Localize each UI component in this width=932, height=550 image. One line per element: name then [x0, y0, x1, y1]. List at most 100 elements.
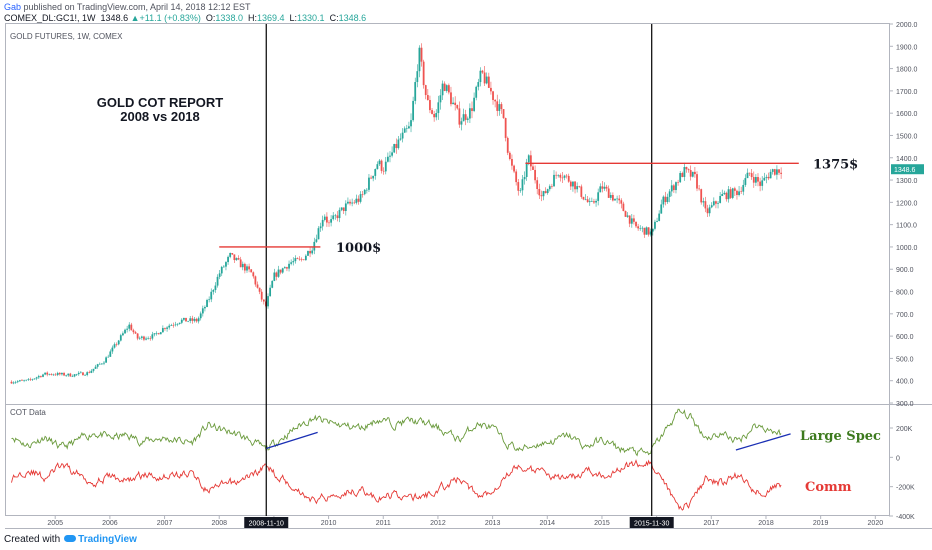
high-label: H: [247, 13, 257, 23]
cot-ytick-label: 0 [896, 455, 900, 462]
candle-body [769, 171, 772, 179]
close-label: C: [329, 13, 339, 23]
candle-body [767, 176, 770, 179]
candle-body [103, 362, 105, 364]
candle-body [130, 324, 133, 331]
candle-body [365, 189, 368, 191]
candle-body [172, 324, 175, 326]
price-ytick-label: 1100.0 [896, 223, 917, 230]
candle-body [292, 261, 295, 263]
candle-body [117, 340, 120, 345]
candle-body [567, 175, 570, 182]
candle-body [395, 144, 398, 149]
xtick-label: 2017 [704, 520, 720, 527]
candle-body [271, 280, 274, 288]
level-1000-label: 1000$ [336, 241, 381, 256]
created-with-text: Created with [4, 534, 61, 545]
candle-body [197, 318, 200, 322]
candle-body [578, 186, 581, 187]
xtick-label: 2015 [594, 520, 610, 527]
candle-body [725, 192, 728, 200]
large-spec-label: Large Spec [800, 429, 881, 444]
candle-body [75, 374, 78, 375]
candle-body [542, 191, 545, 197]
candle-body [752, 177, 755, 183]
candle-body [187, 320, 190, 322]
candle-body [239, 259, 242, 268]
candle-body [702, 201, 705, 203]
candle-body [611, 195, 614, 201]
candle-body [481, 70, 484, 73]
candle-body [418, 47, 421, 72]
candle-body [420, 47, 423, 62]
candle-body [544, 191, 547, 194]
candle-body [42, 374, 44, 377]
candle-body [712, 201, 715, 206]
candle-body [757, 177, 759, 182]
candle-body [441, 83, 444, 96]
candle-body [185, 317, 187, 322]
candle-body [136, 333, 139, 339]
candle-body [525, 162, 528, 178]
tradingview-logo[interactable]: TradingView [78, 534, 137, 545]
candle-body [166, 327, 168, 329]
xtick-label: 2006 [102, 520, 118, 527]
xtick-label: 2013 [485, 520, 501, 527]
candle-body [450, 92, 452, 105]
candle-body [82, 372, 84, 376]
candle-body [233, 254, 236, 261]
candle-body [439, 95, 442, 103]
candle-body [210, 291, 213, 300]
candle-body [485, 76, 488, 84]
candle-body [195, 318, 198, 322]
candle-body [584, 199, 587, 200]
candle-body [660, 204, 663, 214]
candle-body [462, 114, 465, 122]
candle-body [40, 376, 42, 377]
candle-body [492, 91, 494, 100]
candle-body [204, 306, 206, 309]
candle-body [73, 374, 76, 377]
candle-body [84, 374, 86, 376]
candle-body [88, 372, 91, 373]
candle-body [717, 202, 719, 204]
price-pane-title: GOLD FUTURES, 1W, COMEX [10, 32, 123, 41]
candle-body [58, 372, 61, 375]
symbol-info: COMEX_DL:GC1!, 1W 1348.6 ▲+11.1 (+0.83%)… [4, 13, 366, 23]
candle-body [321, 219, 324, 227]
open-label: O: [205, 13, 216, 23]
candle-body [168, 325, 171, 328]
candle-body [588, 201, 591, 203]
cot-ytick-label: 200K [896, 426, 913, 433]
candle-body [174, 324, 177, 326]
publish-info: Gab published on TradingView.com, April … [4, 2, 251, 12]
candle-body [559, 174, 562, 178]
xtick-label: 2008 [211, 520, 227, 527]
candle-body [614, 198, 616, 201]
price-ytick-label: 800.0 [896, 290, 914, 297]
candle-body [506, 137, 509, 153]
candle-body [384, 161, 387, 172]
candle-body [504, 118, 507, 138]
candle-body [691, 171, 694, 177]
candle-body [452, 102, 454, 105]
candle-body [63, 372, 65, 376]
candle-body [422, 61, 425, 86]
author-link[interactable]: Gab [4, 2, 22, 12]
candle-body [487, 76, 490, 88]
candle-body [159, 332, 162, 335]
candle-body [277, 269, 280, 277]
candle-body [122, 333, 124, 336]
xtick-label: 2010 [321, 520, 337, 527]
candle-body [340, 207, 343, 210]
candle-body [576, 186, 579, 190]
xtick-label: 2011 [376, 520, 391, 527]
candle-body [309, 251, 311, 254]
candle-body [538, 188, 541, 196]
candle-body [304, 255, 307, 261]
candle-body [426, 95, 429, 101]
symbol[interactable]: COMEX_DL:GC1!, 1W [4, 13, 96, 23]
candle-body [290, 262, 293, 264]
price-ytick-label: 600.0 [896, 334, 914, 341]
